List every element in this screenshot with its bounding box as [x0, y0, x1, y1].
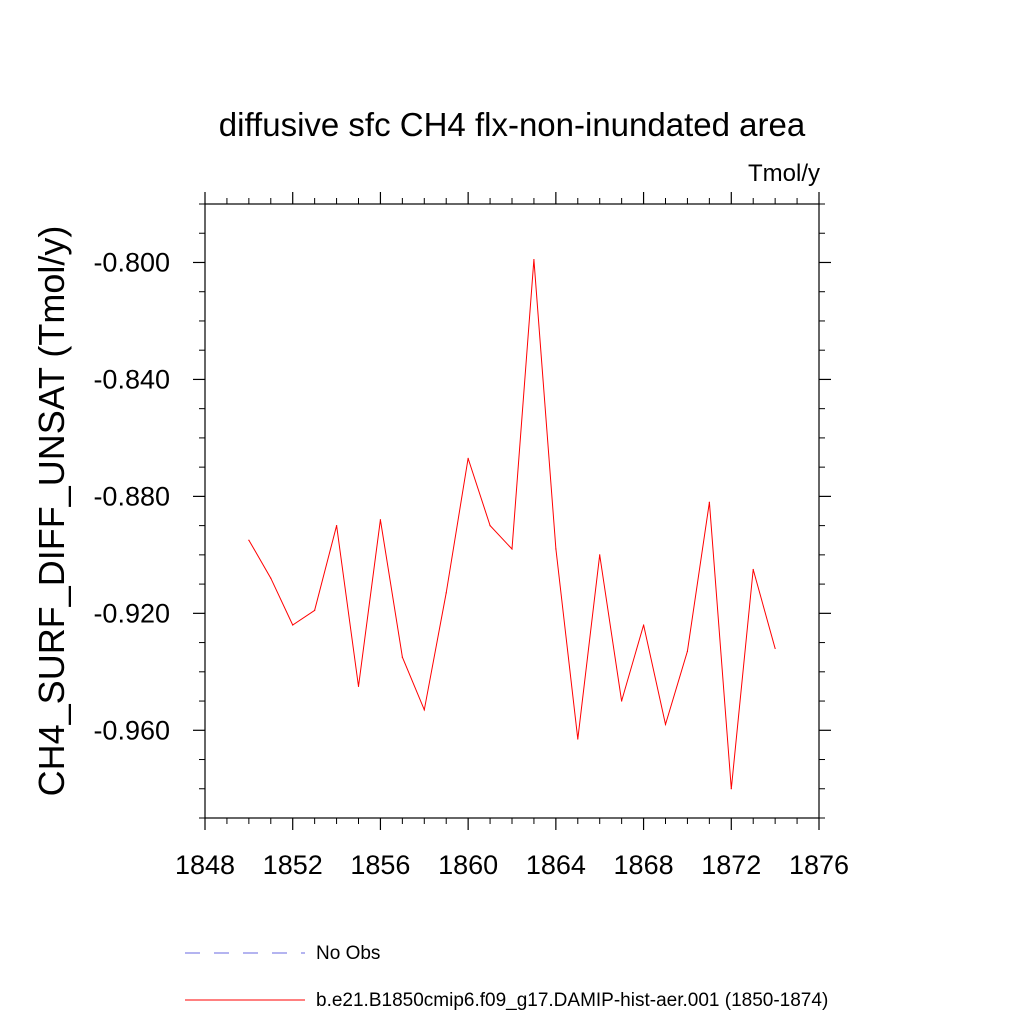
y-tick-label: -0.960 [93, 715, 170, 745]
data-point [270, 577, 272, 579]
series-line [248, 259, 776, 789]
plot-frame [204, 203, 820, 819]
data-point [642, 624, 645, 626]
data-point [445, 592, 447, 594]
axis-ticks [193, 192, 831, 830]
data-point [752, 568, 754, 571]
x-tick-label: 1876 [789, 850, 849, 880]
x-tick-label: 1868 [614, 850, 674, 880]
data-point [423, 709, 425, 711]
legend-label-no-obs: No Obs [316, 943, 380, 964]
legend: No Obs b.e21.B1850cmip6.f09_g17.DAMIP-hi… [185, 943, 828, 1011]
y-tick-labels: -0.800 -0.840 -0.880 -0.920 -0.960 [93, 247, 170, 745]
x-tick-label: 1872 [701, 850, 761, 880]
data-point [599, 554, 601, 556]
y-tick-label: -0.880 [93, 481, 170, 511]
data-point [511, 548, 513, 550]
data-point [489, 525, 491, 527]
data-point [708, 501, 710, 503]
units-label: Tmol/y [748, 160, 820, 187]
data-point [555, 548, 557, 550]
data-point [335, 525, 338, 527]
y-tick-label: -0.800 [93, 247, 170, 277]
x-tick-label: 1848 [175, 850, 235, 880]
x-tick-label: 1864 [526, 850, 586, 880]
chart-title: diffusive sfc CH4 flx-non-inundated area [219, 106, 806, 143]
data-point [401, 656, 403, 658]
y-tick-label: -0.840 [93, 364, 170, 394]
data-point [467, 457, 469, 459]
data-point [577, 738, 579, 740]
data-point [379, 519, 382, 521]
data-point [292, 624, 294, 626]
data-point [686, 650, 689, 652]
x-tick-labels: 1848 1852 1856 1860 1864 1868 1872 1876 [175, 850, 849, 880]
y-tick-label: -0.920 [93, 598, 170, 628]
x-tick-label: 1856 [350, 850, 410, 880]
data-point [357, 685, 360, 688]
data-point [248, 539, 250, 541]
y-axis-label: CH4_SURF_DIFF_UNSAT (Tmol/y) [31, 226, 72, 797]
x-tick-label: 1852 [263, 850, 323, 880]
x-tick-label: 1860 [438, 850, 498, 880]
data-point [314, 609, 316, 612]
data-point [774, 647, 776, 650]
legend-label-model-run: b.e21.B1850cmip6.f09_g17.DAMIP-hist-aer.… [316, 990, 828, 1011]
series-layer [248, 258, 776, 790]
data-point [730, 788, 732, 790]
data-point [621, 700, 623, 702]
data-point [664, 723, 667, 726]
data-point [533, 258, 535, 261]
